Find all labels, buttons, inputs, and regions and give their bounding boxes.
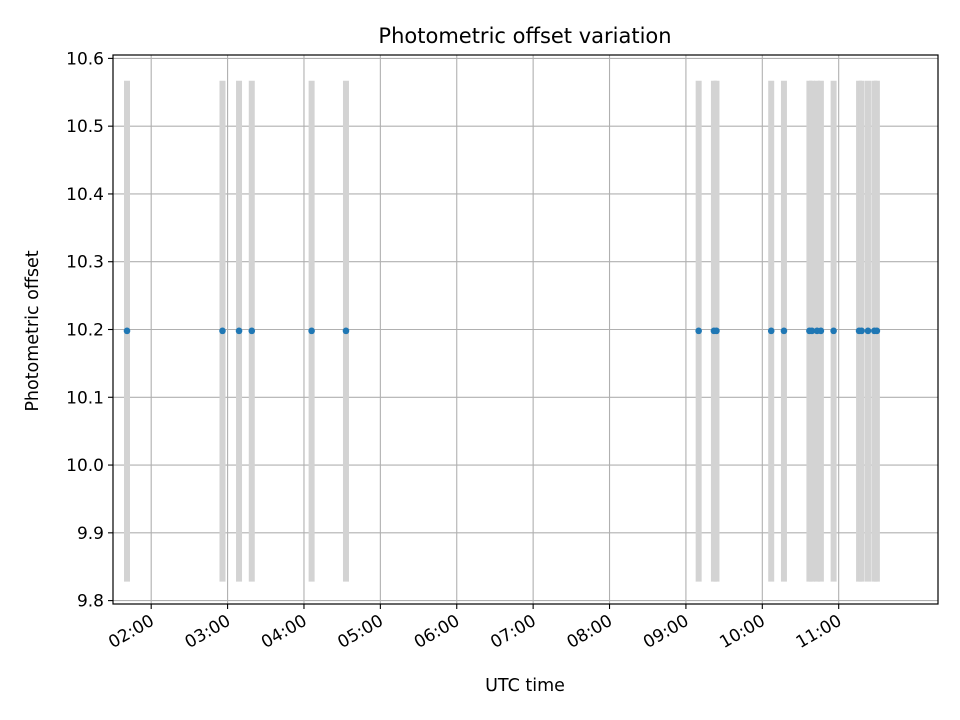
- data-point: [342, 327, 350, 335]
- y-axis-label: Photometric offset: [23, 250, 43, 411]
- data-point: [248, 327, 256, 335]
- y-tick-label: 9.8: [77, 592, 104, 612]
- data-point: [695, 327, 702, 335]
- x-axis-label: UTC time: [485, 676, 565, 696]
- chart-title: Photometric offset variation: [378, 24, 671, 48]
- data-point: [123, 327, 131, 335]
- data-point: [858, 327, 865, 335]
- y-tick-label: 9.9: [77, 524, 104, 544]
- y-tick-label: 10.5: [66, 117, 104, 137]
- data-point: [817, 327, 825, 335]
- data-point: [873, 327, 881, 335]
- y-tick-label: 10.3: [66, 253, 104, 273]
- y-axis-ticks: 9.8 9.9 10.0 10.1 10.2 10.3 10.4 10.5 10.6: [66, 49, 113, 612]
- data-point: [780, 327, 788, 335]
- data-point: [713, 327, 720, 335]
- data-point: [767, 327, 775, 335]
- data-point: [308, 327, 315, 335]
- y-tick-label: 10.2: [66, 321, 104, 341]
- y-tick-label: 10.1: [66, 388, 104, 408]
- data-point: [235, 327, 243, 335]
- data-point: [830, 327, 837, 335]
- data-points: [123, 327, 881, 335]
- data-point: [864, 327, 872, 335]
- y-tick-label: 10.4: [66, 185, 104, 205]
- data-point: [808, 327, 816, 335]
- data-point: [219, 327, 226, 335]
- y-tick-label: 10.6: [66, 49, 104, 69]
- y-tick-label: 10.0: [66, 456, 104, 476]
